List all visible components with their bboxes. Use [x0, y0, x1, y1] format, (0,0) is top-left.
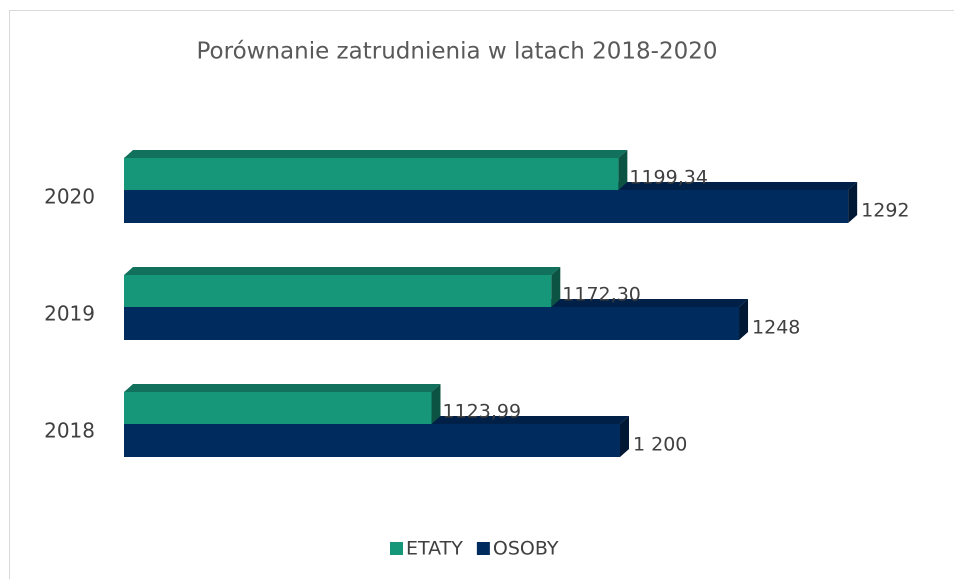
bar — [124, 158, 619, 190]
data-label: 1 200 — [633, 434, 687, 456]
bar-side-face — [551, 267, 561, 307]
bar — [124, 307, 740, 340]
y-tick-label: 2018 — [44, 419, 95, 443]
data-label: 1248 — [752, 317, 800, 339]
y-tick-label: 2019 — [44, 302, 95, 326]
bar-side-face — [739, 299, 749, 340]
bar — [124, 392, 432, 424]
bar — [124, 190, 849, 223]
legend-swatch — [476, 542, 490, 555]
bar-side-face — [618, 150, 628, 190]
bar-top-face — [124, 384, 441, 392]
bar-side-face — [620, 416, 629, 457]
bar-top-face — [124, 150, 628, 158]
data-label: 1199,34 — [629, 167, 708, 189]
data-label: 1172,30 — [562, 284, 641, 306]
bar-side-face — [431, 384, 441, 424]
legend-label: ETATY — [406, 538, 463, 560]
data-label: 1292 — [861, 200, 909, 222]
bar — [124, 424, 620, 457]
y-tick-label: 2020 — [44, 185, 95, 209]
legend-swatch — [390, 542, 403, 555]
bar-top-face — [124, 267, 561, 275]
chart-title: Porównanie zatrudnienia w latach 2018-20… — [197, 39, 718, 65]
bar — [124, 275, 552, 307]
bar-side-face — [848, 182, 858, 223]
legend-label: OSOBY — [493, 538, 559, 560]
data-label: 1123,99 — [442, 401, 521, 423]
